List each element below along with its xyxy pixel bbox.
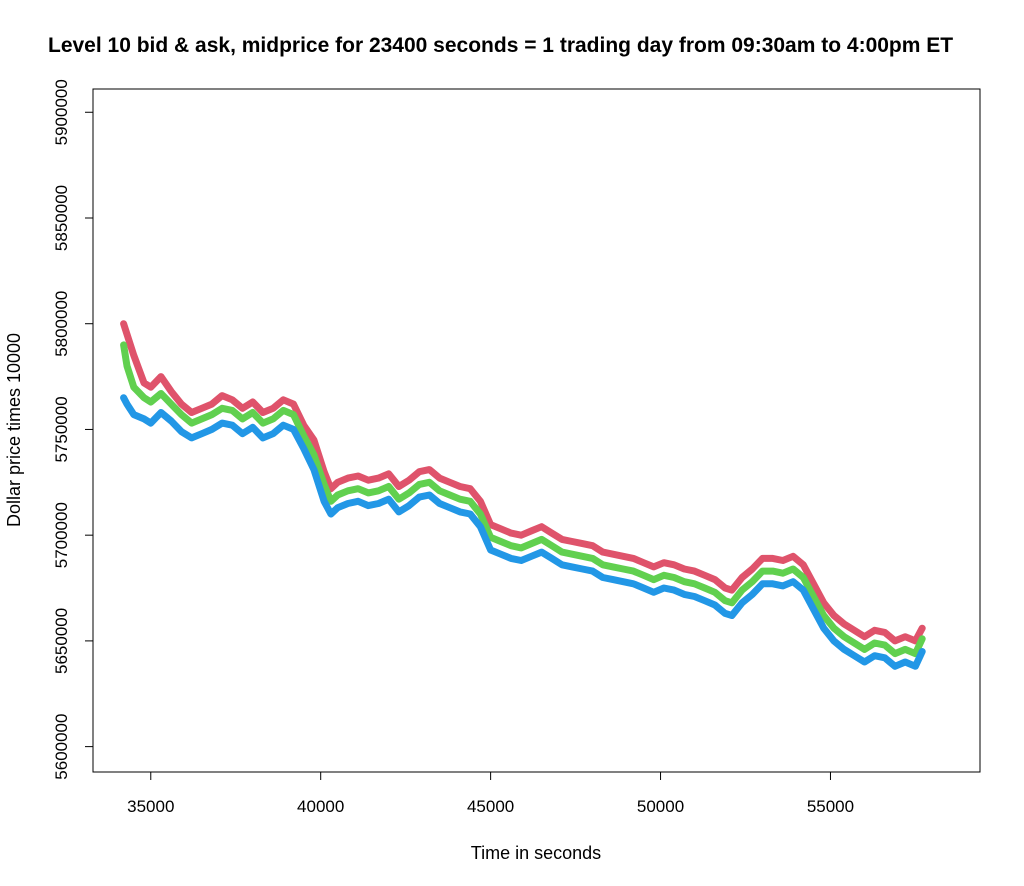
x-tick-label: 45000 [467, 797, 514, 816]
y-tick-label: 5700000 [52, 502, 71, 568]
y-tick-label: 5800000 [52, 291, 71, 357]
x-tick-label: 55000 [807, 797, 854, 816]
plot-frame [92, 88, 981, 773]
x-axis-label: Time in seconds [471, 843, 601, 863]
x-tick-label: 40000 [297, 797, 344, 816]
series-layer [120, 320, 926, 670]
series-line-2 [120, 341, 926, 658]
series-line-3 [120, 394, 926, 670]
series-line-1 [120, 320, 926, 645]
x-tick-label: 50000 [637, 797, 684, 816]
y-tick-label: 5650000 [52, 608, 71, 674]
y-axis-label: Dollar price times 10000 [4, 333, 24, 527]
x-axis: 35000 40000 45000 50000 55000 [127, 771, 854, 816]
y-axis: 5600000 5650000 5700000 5750000 5800000 58500… [52, 79, 94, 780]
y-tick-label: 5850000 [52, 185, 71, 251]
y-tick-label: 5900000 [52, 79, 71, 145]
y-tick-label: 5600000 [52, 714, 71, 780]
chart-title: Level 10 bid & ask, midprice for 23400 s… [48, 34, 953, 57]
y-tick-label: 5750000 [52, 396, 71, 462]
x-tick-label: 35000 [127, 797, 174, 816]
